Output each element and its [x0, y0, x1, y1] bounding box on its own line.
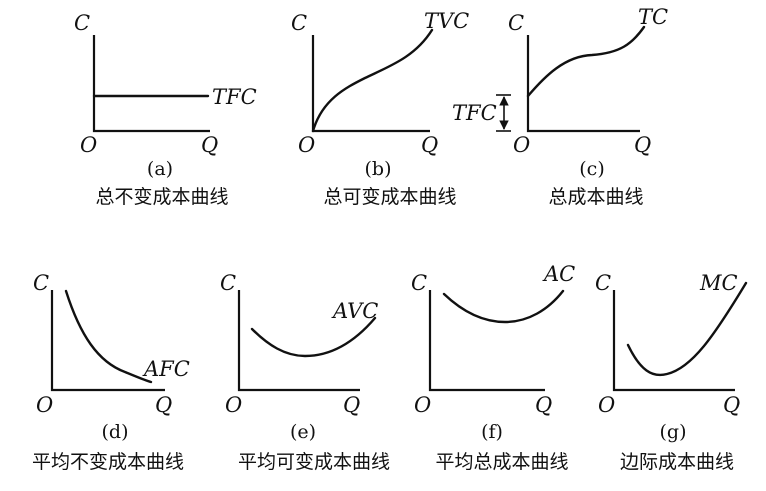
y-axis-label: C: [74, 11, 90, 35]
panel-a: C O Q TFC (a) 总不变成本曲线: [74, 11, 257, 208]
origin-label: O: [298, 133, 315, 157]
panel-letter: (a): [147, 158, 173, 180]
origin-label: O: [513, 133, 530, 157]
curve-label: AFC: [142, 357, 190, 381]
origin-label: O: [414, 393, 431, 417]
tvc-curve: [311, 28, 434, 133]
panel-b: C O Q TVC (b) 总可变成本曲线: [291, 9, 469, 208]
avc-curve: [250, 316, 377, 358]
panel-d: C O Q AFC (d) 平均不变成本曲线: [32, 271, 190, 473]
y-axis-label: C: [411, 271, 427, 295]
axes: [311, 35, 430, 133]
panel-caption: 边际成本曲线: [620, 451, 734, 473]
panel-e: C O Q AVC (e) 平均可变成本曲线: [220, 271, 390, 473]
axes: [526, 35, 640, 133]
bracket-label: TFC: [452, 101, 497, 125]
x-axis-label: Q: [421, 133, 438, 157]
panel-letter: (e): [290, 421, 316, 443]
curve-label: TVC: [424, 9, 469, 33]
axes: [428, 290, 545, 392]
panel-caption: 总不变成本曲线: [95, 186, 228, 208]
panel-f: C O Q AC (f) 平均总成本曲线: [411, 262, 575, 473]
axes: [237, 290, 360, 392]
panel-caption: 平均可变成本曲线: [238, 451, 390, 473]
axes: [612, 290, 735, 392]
y-axis-label: C: [291, 11, 307, 35]
axes: [50, 290, 165, 392]
origin-label: O: [36, 393, 53, 417]
panel-c: TFC C O Q TC (c) 总成本曲线: [452, 5, 668, 208]
afc-curve: [64, 289, 153, 384]
panel-letter: (b): [365, 158, 392, 180]
panel-caption: 总成本曲线: [548, 186, 643, 208]
x-axis-label: Q: [155, 393, 172, 417]
panel-letter: (c): [579, 158, 604, 180]
panel-caption: 总可变成本曲线: [323, 186, 456, 208]
x-axis-label: Q: [343, 393, 360, 417]
panel-letter: (d): [102, 421, 129, 443]
origin-label: O: [225, 393, 242, 417]
x-axis-label: Q: [634, 133, 651, 157]
curve-label: AC: [542, 262, 575, 286]
tc-curve: [526, 25, 646, 98]
panel-caption: 平均不变成本曲线: [32, 451, 184, 473]
panel-letter: (g): [660, 421, 687, 443]
curve-label: MC: [699, 271, 738, 295]
y-axis-label: C: [33, 271, 49, 295]
x-axis-label: Q: [201, 133, 218, 157]
panel-g: C O Q MC (g) 边际成本曲线: [595, 271, 748, 473]
mc-curve: [626, 281, 748, 377]
curve-label: TFC: [212, 85, 257, 109]
y-axis-label: C: [508, 11, 524, 35]
curve-label: TC: [638, 5, 668, 29]
origin-label: O: [80, 133, 97, 157]
x-axis-label: Q: [535, 393, 552, 417]
ac-curve: [442, 289, 565, 324]
x-axis-label: Q: [723, 393, 740, 417]
panel-letter: (f): [481, 421, 503, 443]
origin-label: O: [598, 393, 615, 417]
curve-label: AVC: [331, 299, 378, 323]
y-axis-label: C: [220, 271, 236, 295]
axes: [92, 35, 210, 133]
panel-caption: 平均总成本曲线: [435, 451, 568, 473]
y-axis-label: C: [595, 271, 611, 295]
